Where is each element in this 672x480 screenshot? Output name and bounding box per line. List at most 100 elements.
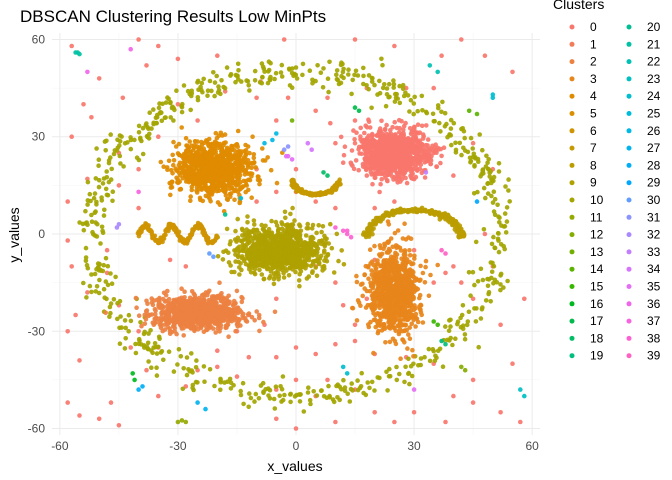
lower-left-blob-point — [195, 327, 201, 332]
lower-left-blob-point — [261, 319, 266, 325]
ring-point — [117, 153, 123, 159]
lower-left-blob-point — [232, 308, 237, 314]
ring-point — [146, 359, 151, 364]
noise-point — [518, 419, 523, 425]
noise-point — [451, 173, 456, 178]
upper-left-blob-point — [208, 162, 214, 167]
ring-point — [115, 300, 120, 306]
upper-right-blob-point — [374, 133, 380, 138]
ring-point — [394, 364, 399, 370]
upper-right-blob-point — [398, 155, 403, 161]
ring-point — [96, 184, 102, 190]
ring-point — [342, 385, 348, 390]
upper-right-blob-point — [397, 175, 402, 181]
ring-point — [473, 319, 479, 324]
ring-point — [218, 387, 223, 393]
lower-left-blob-point — [215, 308, 221, 314]
ring-point — [104, 296, 109, 302]
ring-point — [266, 386, 271, 391]
ring-point — [433, 353, 438, 359]
lower-left-blob-point — [145, 311, 150, 317]
upper-right-blob-point — [349, 148, 355, 153]
ring-point — [282, 392, 287, 398]
ring-point — [357, 385, 363, 391]
center-blob-point — [259, 242, 264, 247]
center-blob-point — [274, 253, 280, 259]
noise-point — [167, 257, 173, 263]
ring-point — [126, 312, 132, 318]
center-blob-point — [279, 238, 284, 243]
ring-point — [334, 68, 340, 73]
center-blob-point — [273, 274, 278, 279]
ring-point — [365, 380, 371, 385]
upper-right-blob-point — [428, 161, 434, 167]
ring-point — [83, 258, 89, 264]
ring-point — [145, 340, 151, 346]
ring-point — [111, 151, 117, 157]
ring-point — [154, 373, 160, 378]
ring-point — [485, 283, 491, 289]
ring-point — [109, 166, 114, 172]
ring-point — [252, 78, 258, 83]
center-blob-point — [264, 251, 269, 257]
center-blob-point — [281, 261, 287, 266]
upper-left-blob-point — [260, 158, 266, 163]
ring-point — [337, 397, 343, 403]
lower-left-blob-point — [216, 322, 222, 328]
ring-point — [448, 117, 454, 123]
ring-point — [476, 344, 482, 350]
noise-point — [77, 413, 82, 418]
ring-point — [83, 208, 88, 214]
center-blob-point — [252, 252, 258, 257]
center-blob-point — [237, 272, 242, 277]
upper-left-blob-point — [179, 125, 184, 130]
center-blob-point — [283, 232, 289, 237]
lower-right-blob-point — [420, 270, 426, 276]
ring-point — [104, 175, 110, 180]
upper-left-blob-point — [243, 151, 249, 157]
noise-point — [81, 102, 86, 107]
ring-point — [100, 228, 105, 234]
ring-point — [449, 142, 454, 148]
noise-point — [352, 140, 358, 146]
ring-point — [489, 193, 494, 199]
ring-point — [187, 369, 192, 374]
ring-point — [370, 76, 375, 81]
ring-point — [93, 289, 99, 294]
ring-point — [123, 325, 128, 331]
noise-point — [293, 345, 299, 350]
lower-left-blob-point — [177, 320, 182, 326]
upper-right-blob-point — [348, 160, 354, 166]
ring-point — [157, 101, 162, 106]
ring-point — [278, 70, 284, 75]
ring-point — [103, 255, 109, 261]
ring-point — [326, 89, 331, 95]
center-blob-point — [269, 218, 274, 224]
lower-left-blob-point — [149, 312, 155, 317]
lower-left-blob-point — [191, 291, 197, 297]
upper-right-blob-point — [388, 144, 394, 150]
noise-point — [293, 426, 299, 431]
lower-left-blob-point — [226, 334, 231, 340]
ring-point — [149, 348, 154, 353]
upper-right-blob-point — [427, 147, 432, 152]
ring-point — [467, 155, 473, 161]
ring-point — [262, 69, 267, 74]
center-blob-point — [259, 272, 265, 277]
upper-right-blob-point — [356, 167, 362, 173]
upper-right-blob-point — [341, 152, 347, 158]
upper-right-blob-point — [395, 180, 401, 185]
noise-point — [104, 247, 110, 253]
upper-left-blob-point — [243, 142, 248, 148]
noise-point — [470, 140, 476, 146]
ring-point — [427, 358, 433, 364]
noise-point — [144, 63, 149, 68]
ring-point — [181, 83, 187, 88]
ring-point — [102, 207, 107, 213]
lower-left-blob-point — [219, 298, 224, 303]
upper-right-blob-point — [401, 127, 406, 132]
upper-left-blob-point — [219, 159, 225, 164]
noise-point — [65, 400, 70, 405]
ring-point — [92, 210, 98, 215]
ring-point — [495, 202, 500, 208]
